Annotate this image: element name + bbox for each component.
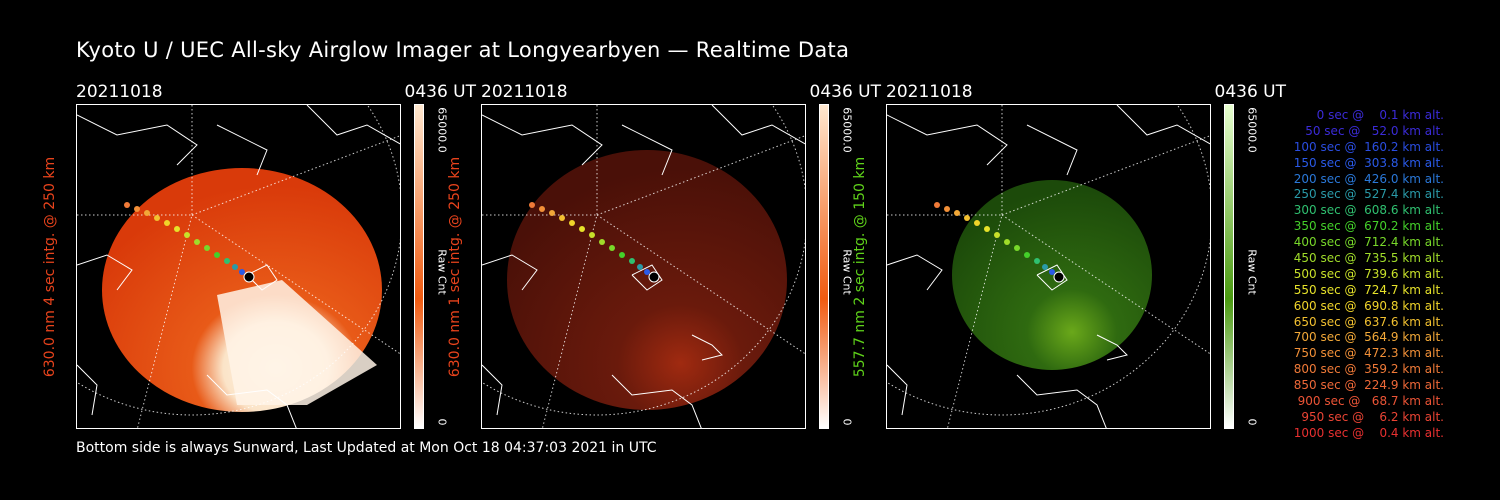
legend-row: 650 sec @ 637.6 km alt. — [1289, 314, 1444, 329]
legend-row: 50 sec @ 52.0 km alt. — [1297, 123, 1444, 138]
trajectory-dots — [124, 202, 255, 283]
colorbar-max: 65000.0 — [1245, 107, 1259, 153]
legend-row: 100 sec @ 160.2 km alt. — [1289, 139, 1444, 154]
panel-ylabel: 630.0 nm 1 sec intg. @ 250 km — [447, 156, 463, 378]
colorbar — [819, 104, 829, 429]
legend-row: 550 sec @ 724.7 km alt. — [1289, 282, 1444, 297]
legend-row: 700 sec @ 564.9 km alt. — [1289, 330, 1444, 345]
time-altitude-legend: 0 sec @ 0.1 km alt. 50 sec @ 52.0 km alt… — [1262, 108, 1444, 442]
panel-time: 0436 UT — [809, 82, 882, 102]
colorbar — [1224, 104, 1234, 429]
legend-row: 500 sec @ 739.6 km alt. — [1289, 266, 1444, 281]
colorbar — [414, 104, 424, 429]
colorbar-max: 65000.0 — [840, 107, 854, 153]
page-title: Kyoto U / UEC All-sky Airglow Imager at … — [76, 38, 850, 62]
panel-557nm-2sec: 20211018 0436 UT 557.7 nm 2 sec intg. @ … — [852, 82, 1286, 432]
panel-ylabel: 557.7 nm 2 sec intg. @ 150 km — [852, 156, 868, 378]
legend-row: 600 sec @ 690.8 km alt. — [1289, 298, 1444, 313]
legend-row: 350 sec @ 670.2 km alt. — [1289, 219, 1444, 234]
colorbar-min: 0 — [1245, 418, 1259, 426]
trajectory-dots — [529, 202, 660, 283]
legend-row: 300 sec @ 608.6 km alt. — [1289, 203, 1444, 218]
trajectory-dots — [934, 202, 1065, 283]
legend-row: 1000 sec @ 0.4 km alt. — [1293, 425, 1444, 440]
panel-time: 0436 UT — [1214, 82, 1287, 102]
legend-row: 450 sec @ 735.5 km alt. — [1289, 251, 1444, 266]
legend-row: 150 sec @ 303.8 km alt. — [1289, 155, 1444, 170]
legend-row: 850 sec @ 224.9 km alt. — [1289, 378, 1444, 393]
panel-date: 20211018 — [481, 82, 568, 102]
allsky-image-557-2sec — [886, 104, 1211, 429]
panel-time: 0436 UT — [404, 82, 477, 102]
colorbar-min: 0 — [840, 418, 854, 426]
legend-row: 900 sec @ 68.7 km alt. — [1293, 394, 1444, 409]
panel-date: 20211018 — [76, 82, 163, 102]
legend-row: 750 sec @ 472.3 km alt. — [1289, 346, 1444, 361]
panel-630nm-1sec: 20211018 0436 UT 630.0 nm 1 sec intg. @ … — [447, 82, 881, 432]
panel-630nm-4sec: 20211018 0436 UT 630.0 nm 4 sec intg. @ … — [42, 82, 476, 432]
panel-ylabel: 630.0 nm 4 sec intg. @ 250 km — [42, 156, 58, 378]
footer-note: Bottom side is always Sunward, Last Upda… — [76, 440, 657, 456]
legend-row: 800 sec @ 359.2 km alt. — [1289, 362, 1444, 377]
legend-row: 200 sec @ 426.0 km alt. — [1289, 171, 1444, 186]
allsky-image-630-1sec — [481, 104, 806, 429]
legend-row: 0 sec @ 0.1 km alt. — [1305, 108, 1444, 122]
legend-row: 400 sec @ 712.4 km alt. — [1289, 235, 1444, 250]
colorbar-min: 0 — [435, 418, 449, 426]
allsky-image-630-4sec — [76, 104, 401, 429]
legend-row: 250 sec @ 527.4 km alt. — [1289, 187, 1444, 202]
legend-row: 950 sec @ 6.2 km alt. — [1297, 409, 1444, 424]
colorbar-unit: Raw Cnt — [1245, 249, 1259, 295]
panel-date: 20211018 — [886, 82, 973, 102]
colorbar-max: 65000.0 — [435, 107, 449, 153]
